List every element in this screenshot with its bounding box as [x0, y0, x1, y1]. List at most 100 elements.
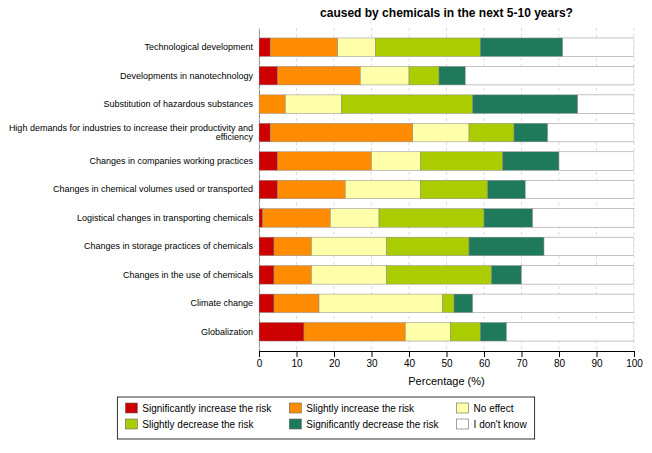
legend-item: Significantly decrease the risk [289, 419, 439, 430]
bar-segment [387, 237, 470, 255]
bar-segment [304, 323, 405, 341]
bar-segment [259, 266, 274, 284]
x-tick: 20 [329, 351, 341, 369]
bar-segment [387, 266, 492, 284]
bar-segment [274, 266, 312, 284]
x-tick-label: 100 [626, 358, 643, 369]
bar-segment [330, 209, 379, 227]
bar-segment [503, 152, 559, 170]
legend-swatch [457, 403, 469, 413]
y-tick-label: Climate change [190, 298, 253, 308]
bar-segment [450, 323, 480, 341]
bar-segment [342, 95, 473, 113]
bar-segment [259, 38, 270, 56]
y-tick-label: Changes in storage practices of chemical… [84, 241, 254, 251]
x-tick: 30 [366, 351, 378, 369]
x-tick-line [409, 351, 410, 357]
bar-segment [559, 152, 634, 170]
bar-segment [263, 209, 331, 227]
bar-segment [372, 152, 421, 170]
bar-segment [488, 180, 526, 198]
bar-segment [375, 38, 480, 56]
x-tick: 0 [257, 351, 263, 369]
bar-segment [454, 294, 473, 312]
bar-segment [469, 123, 514, 141]
legend: Significantly increase the risk Slightly … [117, 397, 534, 439]
bar-segment [259, 237, 274, 255]
bar-segment [563, 38, 634, 56]
y-tick-label: Developments in nanotechnology [120, 71, 254, 81]
x-tick-line [297, 351, 298, 357]
x-tick-label: 70 [516, 358, 528, 369]
x-tick-line [334, 351, 335, 357]
x-tick-label: 50 [441, 358, 453, 369]
bar-segment [469, 237, 544, 255]
grid [259, 28, 634, 351]
bar-segment [278, 152, 372, 170]
x-tick-line [597, 351, 598, 357]
legend-label: Significantly decrease the risk [306, 419, 439, 430]
x-axis-label: Percentage (%) [408, 375, 484, 387]
plot-area [259, 28, 634, 351]
y-tick: Globalization [201, 327, 259, 337]
x-tick-line [522, 351, 523, 357]
bar-segment [484, 209, 533, 227]
bar-segment [259, 152, 278, 170]
bar-segment [285, 95, 341, 113]
bar-segment [439, 66, 465, 84]
y-axis: Technological development Developments in… [9, 29, 260, 352]
x-tick: 10 [291, 351, 303, 369]
x-tick-label: 40 [404, 358, 416, 369]
legend-item: I don't know [457, 419, 528, 430]
bar-segment [420, 180, 488, 198]
bar-segment [492, 266, 522, 284]
y-tick: Substitution of hazardous substances [103, 99, 259, 109]
bar-segment [278, 66, 361, 84]
bar-segment [379, 209, 484, 227]
y-tick: Climate change [190, 298, 259, 308]
bar-segment [578, 95, 634, 113]
bar-segment [312, 266, 387, 284]
y-tick: Changes in the use of chemicals [123, 270, 259, 280]
y-tick: Logistical changes in transporting chemi… [77, 213, 259, 223]
bar-segment [473, 95, 578, 113]
legend-item: Slightly decrease the risk [125, 419, 254, 430]
x-tick-label: 90 [591, 358, 603, 369]
bar-segment [473, 294, 634, 312]
x-axis: 0102030405060708090100 [257, 351, 644, 369]
x-tick-line [372, 351, 373, 357]
x-tick-line [634, 351, 635, 357]
bar-segment [413, 123, 469, 141]
y-tick-label: Globalization [201, 327, 253, 337]
y-tick: Changes in chemical volumes used or tran… [53, 184, 259, 194]
legend-label: Significantly increase the risk [142, 403, 272, 414]
legend-swatch [289, 403, 301, 413]
x-tick-label: 60 [479, 358, 491, 369]
bar-segment [259, 95, 285, 113]
legend-item: Slightly increase the risk [289, 403, 415, 414]
legend-frame [117, 397, 534, 439]
bar-segment [274, 294, 319, 312]
y-tick: Technological development [144, 42, 259, 52]
bar-segment [270, 123, 413, 141]
x-axis-line [260, 352, 635, 358]
bar-segment [480, 38, 563, 56]
x-tick: 60 [479, 351, 491, 369]
bar-segment [278, 180, 346, 198]
x-tick: 100 [626, 351, 643, 369]
legend-swatch [125, 419, 137, 429]
legend-label: Slightly increase the risk [306, 403, 415, 414]
legend-label: No effect [474, 403, 514, 414]
y-tick: High demands for industries to increase … [9, 123, 259, 143]
x-tick: 50 [441, 351, 453, 369]
bar-segment [525, 180, 634, 198]
y-tick-label: Changes in companies working practices [89, 156, 253, 166]
bar-segment [360, 66, 409, 84]
x-tick-label: 30 [366, 358, 378, 369]
legend-swatch [125, 403, 137, 413]
y-tick: Developments in nanotechnology [120, 71, 259, 81]
bar-segment [259, 66, 278, 84]
bar-segment [544, 237, 634, 255]
x-tick-line [484, 351, 485, 357]
x-tick-label: 0 [257, 358, 263, 369]
